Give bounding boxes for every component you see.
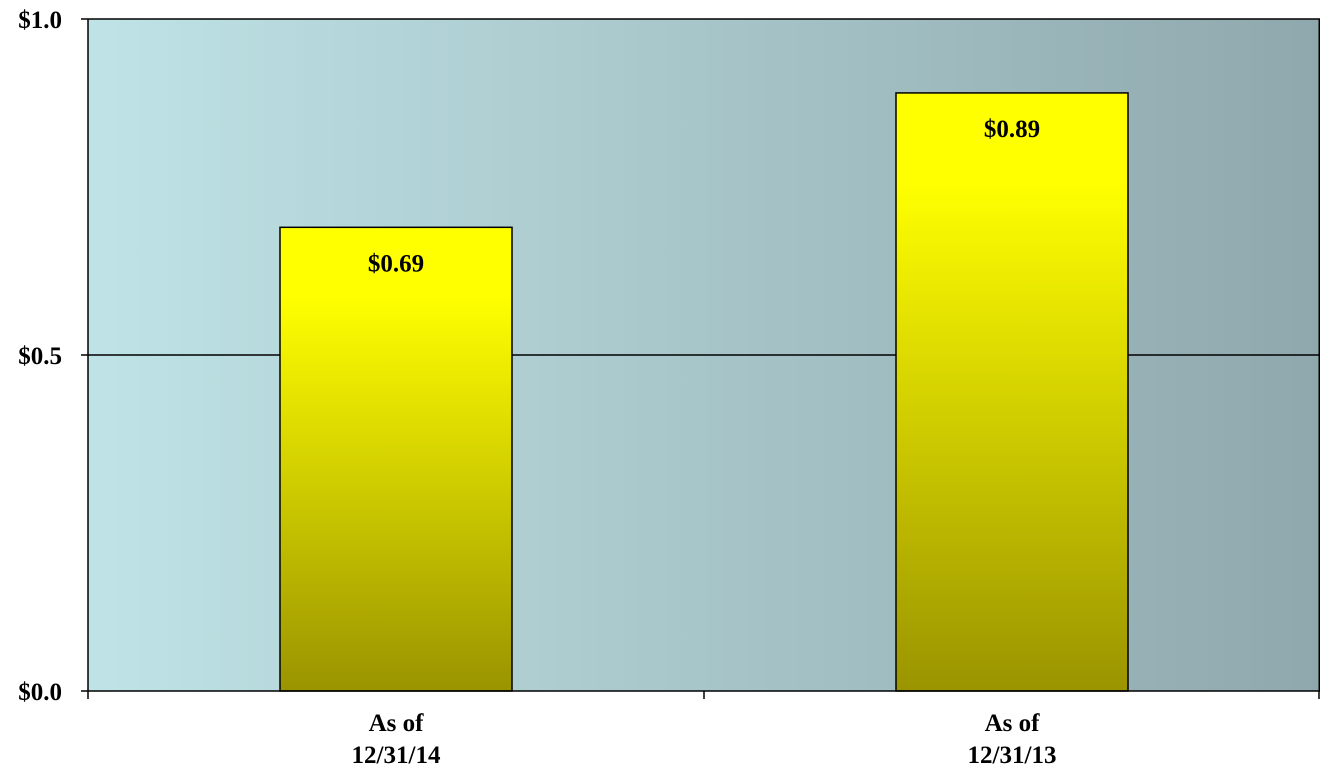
bars: $0.69 $0.89 [279,92,1129,692]
x-tick-label-line: As of [369,710,425,737]
y-tick-label: $1.0 [18,7,62,34]
x-tick-label-line: As of [985,710,1041,737]
x-tick-label-line: 12/31/14 [352,742,441,769]
y-axis-tick-labels: $0.0 $0.5 $1.0 [18,7,62,706]
bar [279,226,513,692]
x-axis-tick-labels: As of 12/31/14 As of 12/31/13 [352,710,1057,769]
x-tick-label: As of 12/31/13 [968,710,1057,769]
y-tick-label: $0.0 [18,679,62,706]
x-tick-label: As of 12/31/14 [352,710,441,769]
y-tick-label: $0.5 [18,343,62,370]
x-tick-label-line: 12/31/13 [968,742,1057,769]
bar [895,92,1129,692]
data-label: $0.89 [984,116,1040,143]
axes [81,18,1320,699]
data-label: $0.69 [368,250,424,277]
